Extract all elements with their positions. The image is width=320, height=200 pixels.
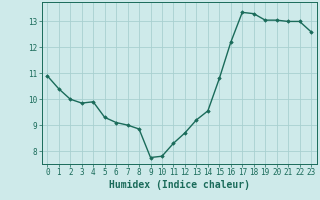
X-axis label: Humidex (Indice chaleur): Humidex (Indice chaleur)	[109, 180, 250, 190]
